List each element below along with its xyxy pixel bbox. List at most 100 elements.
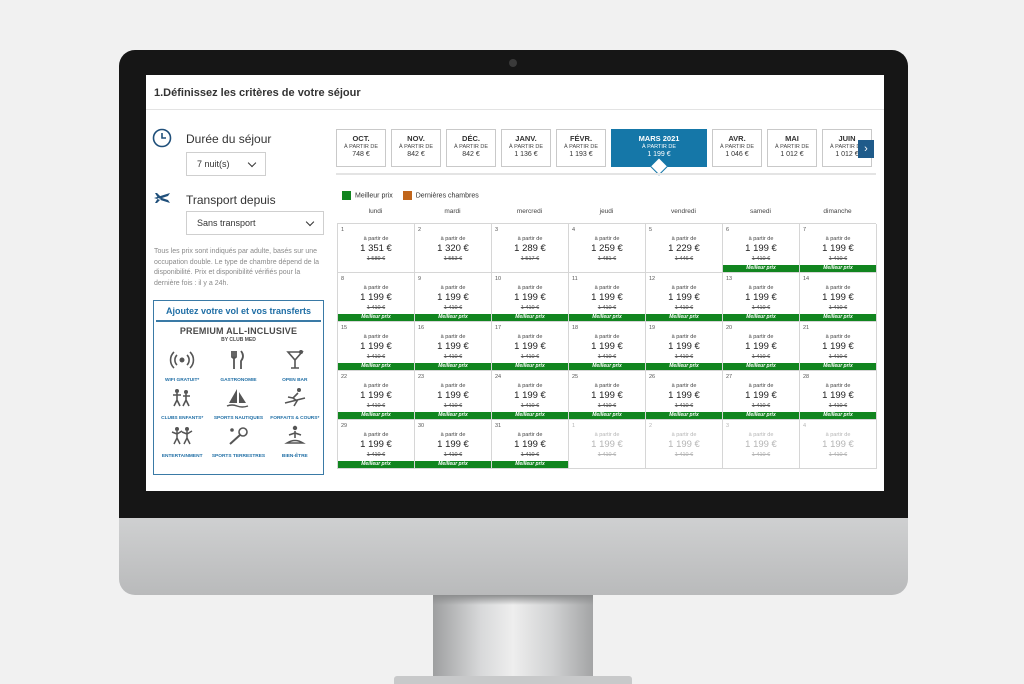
calendar-day[interactable]: 22 à partir de 1 199 € 1 410 € Meilleur prix <box>338 371 415 420</box>
old-price: 1 410 € <box>443 452 463 458</box>
from-label: à partir de <box>671 432 697 438</box>
calendar-day[interactable]: 2 à partir de 1 199 € 1 410 € <box>646 420 723 469</box>
calendar-day[interactable]: 3 à partir de 1 199 € 1 410 € <box>723 420 800 469</box>
calendar-day[interactable]: 2 à partir de 1 320 € 1 553 € <box>415 224 492 273</box>
month-tab[interactable]: NOV. À PARTIR DE 842 € <box>391 129 441 167</box>
calendar-day[interactable]: 18 à partir de 1 199 € 1 410 € Meilleur prix <box>569 322 646 371</box>
calendar-day[interactable]: 1 à partir de 1 199 € 1 410 € <box>569 420 646 469</box>
best-price-badge: Meilleur prix <box>492 314 568 321</box>
old-price: 1 410 € <box>366 354 386 360</box>
calendar-day[interactable]: 11 à partir de 1 199 € 1 410 € Meilleur prix <box>569 273 646 322</box>
calendar-day[interactable]: 26 à partir de 1 199 € 1 410 € Meilleur prix <box>646 371 723 420</box>
day-price: 1 199 € <box>668 390 700 401</box>
day-number: 4 <box>803 423 807 429</box>
calendar-day[interactable]: 15 à partir de 1 199 € 1 410 € Meilleur prix <box>338 322 415 371</box>
month-tab[interactable]: AVR. À PARTIR DE 1 046 € <box>712 129 762 167</box>
best-price-badge: Meilleur prix <box>646 314 722 321</box>
promo-feature-label: FORFAITS & COURS* <box>270 416 320 421</box>
chevron-down-icon <box>305 217 315 226</box>
calendar-day[interactable]: 9 à partir de 1 199 € 1 410 € Meilleur prix <box>415 273 492 322</box>
day-number: 1 <box>572 423 576 429</box>
calendar-day[interactable]: 6 à partir de 1 199 € 1 410 € Meilleur prix <box>723 224 800 273</box>
calendar-day[interactable]: 21 à partir de 1 199 € 1 410 € Meilleur prix <box>800 322 877 371</box>
month-tab-price: 1 193 € <box>569 151 593 158</box>
chevron-down-icon <box>247 158 257 167</box>
calendar-day[interactable]: 13 à partir de 1 199 € 1 410 € Meilleur prix <box>723 273 800 322</box>
best-price-badge: Meilleur prix <box>492 412 568 419</box>
wifi-icon <box>168 351 196 376</box>
calendar-day[interactable]: 7 à partir de 1 199 € 1 410 € Meilleur prix <box>800 224 877 273</box>
month-tab[interactable]: DÉC. À PARTIR DE 842 € <box>446 129 496 167</box>
day-number: 28 <box>803 374 810 380</box>
best-price-badge: Meilleur prix <box>723 363 799 370</box>
old-price: 1 410 € <box>366 452 386 458</box>
day-price: 1 199 € <box>591 439 623 450</box>
day-price: 1 320 € <box>437 243 469 254</box>
day-number: 7 <box>803 227 807 233</box>
calendar-day[interactable]: 4 à partir de 1 259 € 1 481 € <box>569 224 646 273</box>
best-price-badge: Meilleur prix <box>800 314 876 321</box>
day-price: 1 199 € <box>822 292 854 303</box>
calendar-day[interactable]: 8 à partir de 1 199 € 1 410 € Meilleur prix <box>338 273 415 322</box>
old-price: 1 410 € <box>443 305 463 311</box>
best-price-badge: Meilleur prix <box>415 363 491 370</box>
stay-duration-select[interactable]: 7 nuit(s) <box>186 152 266 176</box>
month-tab[interactable]: JANV. À PARTIR DE 1 136 € <box>501 129 551 167</box>
calendar-day[interactable]: 4 à partir de 1 199 € 1 410 € <box>800 420 877 469</box>
stay-duration-value: 7 nuit(s) <box>197 159 230 169</box>
day-number: 3 <box>726 423 730 429</box>
day-price: 1 199 € <box>822 341 854 352</box>
month-tab[interactable]: FÉVR. À PARTIR DE 1 193 € <box>556 129 606 167</box>
day-number: 13 <box>726 276 733 282</box>
best-price-swatch <box>342 191 351 200</box>
old-price: 1 410 € <box>751 354 771 360</box>
day-number: 10 <box>495 276 502 282</box>
old-price: 1 410 € <box>520 403 540 409</box>
calendar-day[interactable]: 16 à partir de 1 199 € 1 410 € Meilleur prix <box>415 322 492 371</box>
day-number: 4 <box>572 227 576 233</box>
calendar-day[interactable]: 24 à partir de 1 199 € 1 410 € Meilleur prix <box>492 371 569 420</box>
calendar-day[interactable]: 23 à partir de 1 199 € 1 410 € Meilleur prix <box>415 371 492 420</box>
month-tab-price: 842 € <box>462 151 480 158</box>
day-number: 3 <box>495 227 499 233</box>
best-price-badge: Meilleur prix <box>723 412 799 419</box>
old-price: 1 410 € <box>828 256 848 262</box>
calendar-day[interactable]: 19 à partir de 1 199 € 1 410 € Meilleur prix <box>646 322 723 371</box>
old-price: 1 410 € <box>828 305 848 311</box>
old-price: 1 410 € <box>828 354 848 360</box>
calendar-day[interactable]: 25 à partir de 1 199 € 1 410 € Meilleur prix <box>569 371 646 420</box>
month-tab[interactable]: MAI À PARTIR DE 1 012 € <box>767 129 817 167</box>
calendar-day[interactable]: 14 à partir de 1 199 € 1 410 € Meilleur prix <box>800 273 877 322</box>
calendar-day[interactable]: 5 à partir de 1 229 € 1 446 € <box>646 224 723 273</box>
calendar-day[interactable]: 17 à partir de 1 199 € 1 410 € Meilleur prix <box>492 322 569 371</box>
calendar-day[interactable]: 10 à partir de 1 199 € 1 410 € Meilleur prix <box>492 273 569 322</box>
calendar-day[interactable]: 3 à partir de 1 289 € 1 517 € <box>492 224 569 273</box>
calendar-day[interactable]: 28 à partir de 1 199 € 1 410 € Meilleur prix <box>800 371 877 420</box>
next-month-button[interactable]: › <box>858 140 874 158</box>
from-label: à partir de <box>363 285 389 291</box>
promo-feature-label: OPEN BAR <box>282 378 308 383</box>
calendar-day[interactable]: 20 à partir de 1 199 € 1 410 € Meilleur prix <box>723 322 800 371</box>
old-price: 1 410 € <box>443 354 463 360</box>
month-tab-name: JANV. <box>515 134 537 143</box>
promo-banner[interactable]: Ajoutez votre vol et vos transferts PREM… <box>153 300 324 475</box>
day-price: 1 199 € <box>360 292 392 303</box>
from-label: à partir de <box>594 432 620 438</box>
transport-select[interactable]: Sans transport <box>186 211 324 235</box>
promo-feature-label: SPORTS NAUTIQUES <box>213 416 264 421</box>
month-tab[interactable]: OCT. À PARTIR DE 748 € <box>336 129 386 167</box>
from-label: à partir de <box>363 236 389 242</box>
best-price-badge: Meilleur prix <box>492 461 568 468</box>
calendar-day[interactable]: 30 à partir de 1 199 € 1 410 € Meilleur prix <box>415 420 492 469</box>
calendar-day[interactable]: 29 à partir de 1 199 € 1 410 € Meilleur prix <box>338 420 415 469</box>
day-price: 1 199 € <box>514 390 546 401</box>
day-price: 1 199 € <box>668 439 700 450</box>
weekday-label: samedi <box>750 208 771 215</box>
day-price: 1 259 € <box>591 243 623 254</box>
promo-subheadline: BY CLUB MED <box>221 337 256 343</box>
calendar-day[interactable]: 12 à partir de 1 199 € 1 410 € Meilleur prix <box>646 273 723 322</box>
calendar-day[interactable]: 1 à partir de 1 351 € 1 589 € <box>338 224 415 273</box>
calendar-day[interactable]: 27 à partir de 1 199 € 1 410 € Meilleur prix <box>723 371 800 420</box>
old-price: 1 410 € <box>674 403 694 409</box>
calendar-day[interactable]: 31 à partir de 1 199 € 1 410 € Meilleur prix <box>492 420 569 469</box>
